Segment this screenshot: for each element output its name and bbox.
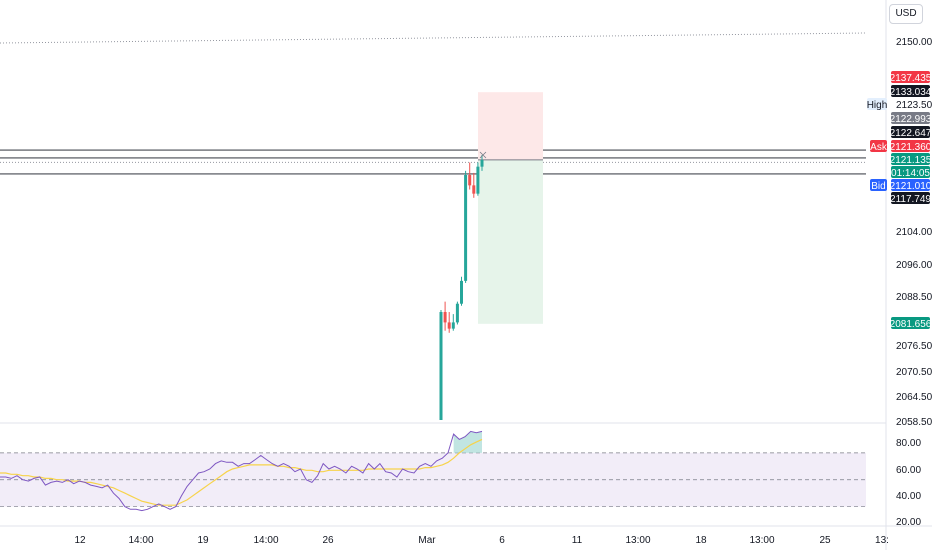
position-target-zone[interactable] [478, 159, 543, 324]
price-badge-label: 2121.010 [890, 181, 932, 192]
rsi-line [0, 430, 483, 512]
candle-body[interactable] [472, 185, 476, 194]
price-tick-label: 2123.500 [896, 100, 932, 111]
price-badge-label: 2117.749 [890, 194, 931, 205]
price-badge-label: 2081.656 [890, 319, 932, 330]
price-badge-label: 01:14:05 [891, 168, 930, 179]
time-axis-label: 18 [695, 535, 707, 546]
price-tag-label: Ask [870, 142, 888, 153]
position-stop-zone[interactable] [478, 92, 543, 160]
rsi-tick-label: 40.00 [896, 491, 921, 502]
trend-line[interactable] [0, 32, 867, 44]
price-tick-label: 2058.500 [896, 417, 932, 428]
price-tick-label: 2076.500 [896, 341, 932, 352]
candle-body[interactable] [455, 303, 459, 323]
price-badge [891, 166, 930, 178]
candle-body[interactable] [451, 322, 455, 329]
time-axis-label: 13:00 [749, 535, 774, 546]
price-tag [870, 140, 887, 152]
candle-body[interactable] [468, 174, 472, 186]
price-badge-label: 2122.647 [890, 128, 932, 139]
price-tick-label: 2088.500 [896, 292, 932, 303]
price-tick-label: 2064.500 [896, 392, 932, 403]
price-badge [891, 179, 930, 191]
price-tag-label: Bid [871, 181, 885, 192]
price-tick-label: 2150.000 [896, 37, 932, 48]
price-badge [891, 192, 930, 204]
price-badge [891, 85, 930, 97]
price-tag [867, 98, 887, 110]
candle-body[interactable] [480, 160, 484, 167]
price-tick-label: 2104.000 [896, 227, 932, 238]
price-badge [891, 71, 930, 83]
price-badge [891, 126, 930, 138]
price-badge [891, 112, 930, 124]
price-tag-label: High [867, 100, 888, 111]
candle-body[interactable] [443, 312, 447, 323]
time-axis-label: 11 [572, 535, 583, 546]
rsi-tick-label: 60.00 [896, 465, 921, 476]
price-badge-label: 2122.993 [890, 114, 932, 125]
price-badge-label: 2137.435 [890, 73, 932, 84]
candle-body[interactable] [447, 322, 451, 329]
price-badge [891, 153, 930, 165]
price-tick-label: 2096.000 [896, 260, 932, 271]
time-axis-label: 12 [74, 535, 86, 546]
candle-body[interactable] [464, 174, 468, 281]
time-axis-label: 19 [197, 535, 209, 546]
candle-body[interactable] [439, 312, 443, 420]
time-axis-label: 6 [499, 535, 505, 546]
time-axis-label: 25 [819, 535, 831, 546]
time-axis-label: 14:00 [128, 535, 153, 546]
rsi-tick-label: 80.00 [896, 438, 921, 449]
rsi-overbought-fill [453, 431, 482, 453]
candle-body[interactable] [460, 280, 463, 304]
time-axis-label: 14:00 [253, 535, 278, 546]
price-badge [891, 317, 930, 329]
price-tag [870, 179, 887, 191]
time-axis-label: 13: [875, 535, 889, 546]
time-axis-label: 26 [322, 535, 334, 546]
candle-body[interactable] [476, 166, 480, 194]
price-badge [891, 140, 930, 152]
price-tick-label: 2070.500 [896, 367, 932, 378]
rsi-tick-label: 20.00 [896, 517, 921, 528]
price-badge-label: 2133.034 [890, 87, 932, 98]
price-badge-label: 2121.360 [890, 142, 932, 153]
price-badge-label: 2121.135 [890, 155, 932, 166]
time-axis-label: Mar [418, 535, 436, 546]
time-axis-label: 13:00 [625, 535, 650, 546]
entry-marker-icon [479, 151, 487, 159]
currency-button[interactable]: USD [889, 4, 923, 24]
